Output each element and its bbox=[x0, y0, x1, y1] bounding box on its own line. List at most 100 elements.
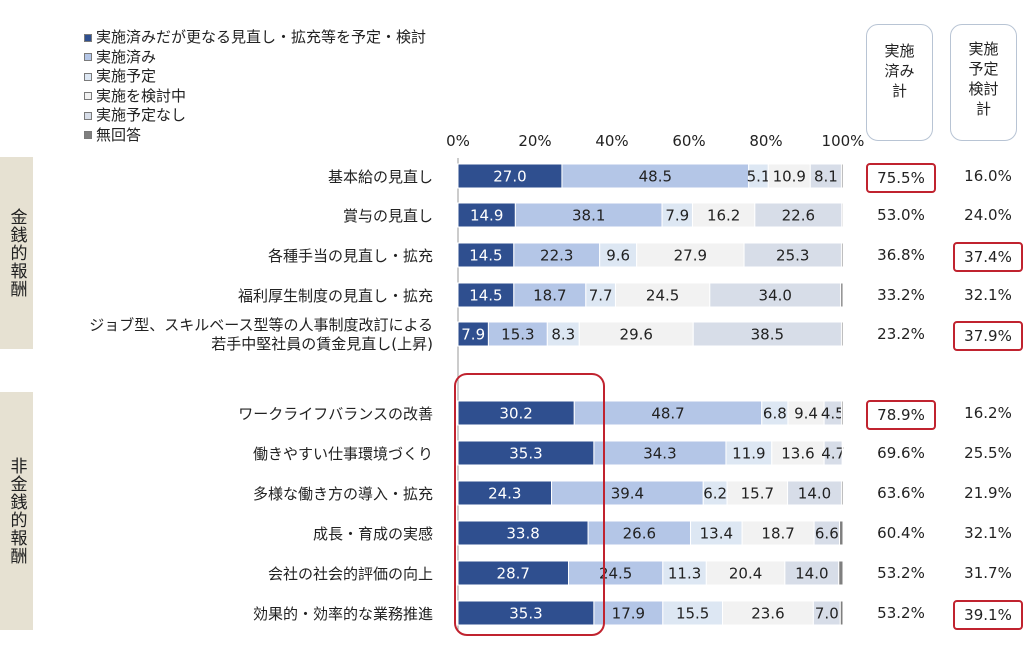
bar-value-label: 7.7 bbox=[589, 287, 613, 305]
highlight-box bbox=[454, 373, 605, 636]
header-planned-total: 実施 予定 検討 計 bbox=[950, 24, 1017, 141]
bar-segment bbox=[692, 321, 842, 347]
legend-label: 実施予定 bbox=[96, 67, 157, 85]
bar-value-label: 13.4 bbox=[700, 525, 733, 543]
bar-value-label: 35.3 bbox=[509, 605, 542, 623]
category-label: 各種手当の見直し・拡充 bbox=[267, 246, 433, 265]
bar-segment bbox=[457, 321, 489, 347]
bar-value-label: 7.9 bbox=[461, 326, 485, 344]
legend-swatch bbox=[84, 33, 92, 42]
category-label: ジョブ型、スキルベース型等の人事制度改訂による 若手中堅社員の賃金見直し(上昇) bbox=[89, 316, 433, 353]
legend-item: 無回答 bbox=[84, 126, 426, 146]
category-label: 働きやすい仕事環境づくり bbox=[252, 444, 433, 463]
bar-value-label: 15.3 bbox=[501, 326, 534, 344]
bar-value-label: 24.5 bbox=[599, 565, 632, 583]
bar-segment bbox=[840, 163, 844, 189]
legend: 実施済みだが更なる見直し・拡充等を予定・検討 実施済み 実施予定 実施を検討中 … bbox=[84, 28, 426, 145]
bar-segment bbox=[838, 560, 844, 586]
bar-value-label: 7.0 bbox=[815, 605, 839, 623]
bar-value-label: 15.5 bbox=[676, 605, 709, 623]
implemented-total-value: 36.8% bbox=[877, 246, 925, 264]
bar-value-label: 14.0 bbox=[795, 565, 828, 583]
bar-segment bbox=[662, 600, 723, 626]
planned-total-value: 24.0% bbox=[964, 206, 1012, 224]
x-tick-label: 80% bbox=[749, 132, 782, 150]
bar-value-label: 33.8 bbox=[506, 525, 539, 543]
bar-value-label: 39.4 bbox=[611, 485, 644, 503]
planned-total-value: 21.9% bbox=[964, 484, 1012, 502]
implemented-total-value: 23.2% bbox=[877, 325, 925, 343]
bar-value-label: 7.9 bbox=[665, 207, 689, 225]
bar-segment bbox=[514, 202, 663, 228]
header-line: 計 bbox=[975, 100, 991, 118]
header-implemented-total: 実施 済み 計 bbox=[866, 24, 933, 141]
bar-value-label: 4.5 bbox=[821, 405, 845, 423]
bar-value-label: 6.8 bbox=[763, 405, 787, 423]
legend-item: 実施済み bbox=[84, 48, 426, 68]
bar-segment bbox=[840, 282, 844, 308]
legend-label: 実施済み bbox=[96, 47, 157, 66]
bar-value-label: 10.9 bbox=[773, 168, 806, 186]
legend-swatch bbox=[84, 111, 92, 120]
x-tick-label: 60% bbox=[672, 132, 705, 150]
implemented-total-value: 75.5% bbox=[866, 163, 936, 193]
bar-value-label: 17.9 bbox=[612, 605, 645, 623]
bar-value-label: 23.6 bbox=[751, 605, 784, 623]
bar-value-label: 15.7 bbox=[741, 485, 774, 503]
bar-value-label: 13.6 bbox=[781, 445, 814, 463]
group-label-nonmonetary: 非金銭的報酬 bbox=[0, 392, 33, 630]
bar-segment bbox=[593, 600, 664, 626]
x-tick-label: 40% bbox=[595, 132, 628, 150]
bar-segment bbox=[578, 321, 694, 347]
bar-segment bbox=[841, 202, 844, 228]
bar-value-label: 14.5 bbox=[469, 287, 502, 305]
bar-segment bbox=[705, 560, 786, 586]
bar-value-label: 11.9 bbox=[732, 445, 765, 463]
legend-swatch bbox=[84, 92, 92, 101]
bar-value-label: 5.1 bbox=[747, 168, 771, 186]
bar-value-label: 38.1 bbox=[572, 207, 605, 225]
bar-value-label: 27.0 bbox=[493, 168, 526, 186]
implemented-total-value: 53.2% bbox=[877, 564, 925, 582]
bar-value-label: 26.6 bbox=[623, 525, 656, 543]
bar-segment bbox=[636, 242, 745, 268]
bar-value-label: 38.5 bbox=[751, 326, 784, 344]
legend-swatch bbox=[84, 72, 92, 81]
bar-value-label: 34.3 bbox=[643, 445, 676, 463]
legend-item: 実施予定なし bbox=[84, 106, 426, 126]
bar-value-label: 22.6 bbox=[782, 207, 815, 225]
bar-segment bbox=[551, 480, 704, 506]
planned-total-value: 39.1% bbox=[953, 600, 1023, 630]
bar-segment bbox=[457, 440, 595, 466]
category-label: 会社の社会的評価の向上 bbox=[267, 564, 433, 583]
bar-value-label: 4.7 bbox=[821, 445, 845, 463]
bar-value-label: 14.5 bbox=[469, 247, 502, 265]
bar-segment bbox=[787, 400, 825, 426]
planned-total-value: 32.1% bbox=[964, 524, 1012, 542]
bar-segment bbox=[841, 440, 844, 466]
bar-segment bbox=[754, 202, 843, 228]
header-line: 計 bbox=[891, 82, 907, 100]
header-line: 済み bbox=[884, 62, 915, 80]
bar-value-label: 28.7 bbox=[497, 565, 530, 583]
bar-value-label: 18.7 bbox=[533, 287, 566, 305]
bar-value-label: 14.0 bbox=[798, 485, 831, 503]
category-label: 効果的・効率的な業務推進 bbox=[252, 604, 433, 623]
bar-segment bbox=[457, 400, 575, 426]
bar-segment bbox=[457, 242, 515, 268]
legend-swatch bbox=[84, 131, 92, 140]
bar-segment bbox=[457, 520, 589, 546]
legend-item: 実施済みだが更なる見直し・拡充等を予定・検討 bbox=[84, 28, 426, 48]
implemented-total-value: 78.9% bbox=[866, 400, 936, 430]
bar-segment bbox=[812, 600, 841, 626]
bar-value-label: 8.3 bbox=[551, 326, 575, 344]
legend-label: 実施済みだが更なる見直し・拡充等を予定・検討 bbox=[96, 28, 427, 46]
bar-value-label: 48.5 bbox=[639, 168, 672, 186]
bar-segment bbox=[599, 242, 638, 268]
bar-segment bbox=[741, 520, 815, 546]
category-label: 基本給の見直し bbox=[327, 167, 433, 186]
bar-segment bbox=[457, 560, 569, 586]
bar-value-label: 30.2 bbox=[499, 405, 532, 423]
bar-segment bbox=[809, 163, 842, 189]
legend-label: 実施を検討中 bbox=[96, 86, 187, 105]
